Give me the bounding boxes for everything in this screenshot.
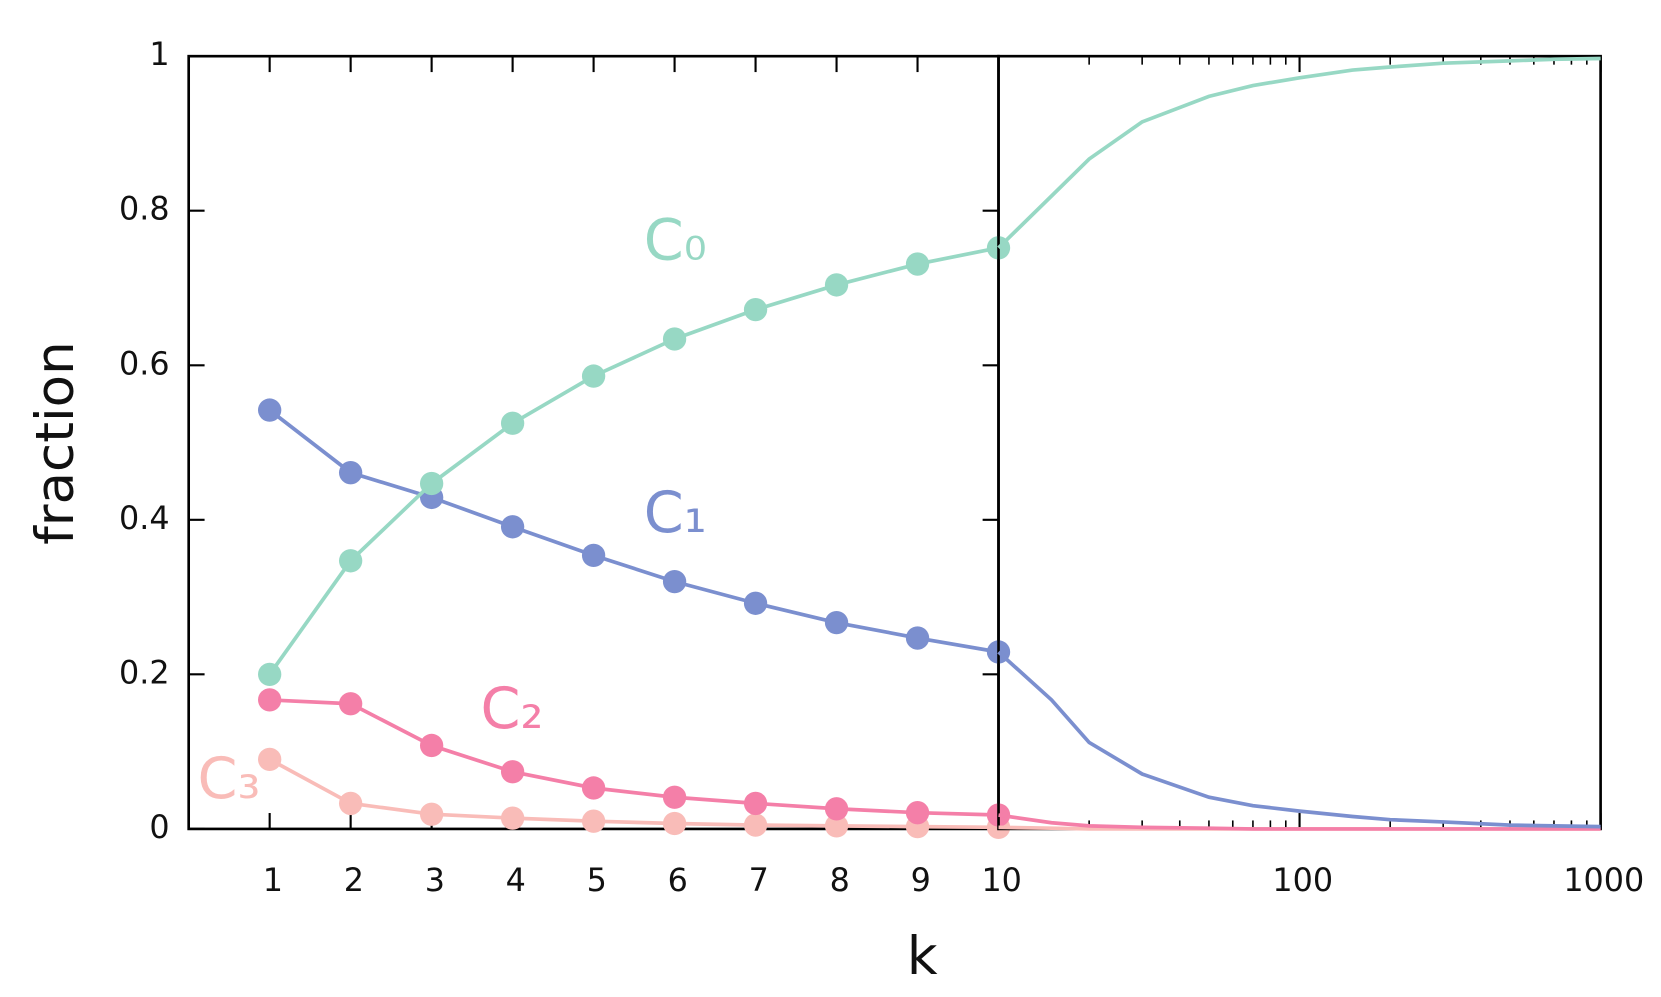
marker <box>662 785 687 809</box>
series-line <box>268 757 999 830</box>
marker <box>905 801 930 825</box>
marker <box>824 610 849 635</box>
marker <box>743 813 768 837</box>
marker <box>258 662 282 687</box>
series-label: C₂ <box>481 676 544 742</box>
x-tick-label: 6 <box>668 862 688 899</box>
marker <box>258 398 282 422</box>
marker <box>824 273 849 297</box>
marker <box>824 797 849 821</box>
y-tick-label: 0.4 <box>119 500 170 537</box>
series-label: C₃ <box>197 746 260 812</box>
x-tick-label: 7 <box>749 862 769 899</box>
marker <box>581 776 606 800</box>
series-label: C₁ <box>644 480 707 546</box>
marker <box>338 461 363 485</box>
marker <box>824 814 849 838</box>
marker <box>500 515 525 539</box>
x-tick-label: 5 <box>587 862 607 899</box>
series-line <box>268 408 999 654</box>
marker <box>338 692 363 716</box>
plot-frame <box>997 54 1602 831</box>
y-tick-label: 0.6 <box>119 345 170 382</box>
marker <box>338 549 363 573</box>
marker <box>338 791 363 816</box>
marker <box>581 543 606 568</box>
marker <box>419 802 444 826</box>
y-tick-label: 1 <box>149 36 169 73</box>
y-tick-label: 0 <box>149 809 169 846</box>
marker <box>662 811 687 836</box>
x-tick-label: 100 <box>1272 862 1333 899</box>
marker <box>905 252 930 276</box>
x-tick-label: 2 <box>344 862 364 899</box>
series-line <box>269 698 999 817</box>
marker <box>500 760 525 784</box>
marker <box>743 297 768 322</box>
x-tick-label: 1000 <box>1563 862 1644 899</box>
marker <box>743 591 768 615</box>
x-tick-label: 10 <box>981 862 1021 899</box>
series-line <box>997 56 1601 250</box>
x-tick-label: 8 <box>830 862 850 899</box>
marker <box>662 327 687 351</box>
series-line <box>998 813 1601 831</box>
x-tick-label: 3 <box>425 862 445 899</box>
marker <box>581 364 606 388</box>
marker <box>500 411 525 435</box>
y-tick-label: 0.8 <box>119 191 170 228</box>
marker <box>419 471 444 496</box>
marker <box>258 747 282 772</box>
marker <box>258 688 282 712</box>
marker <box>500 806 525 830</box>
series-line <box>268 246 999 676</box>
x-tick-label: 4 <box>506 862 526 899</box>
series-line <box>997 650 1601 829</box>
marker <box>905 626 930 650</box>
marker <box>581 809 606 833</box>
marker <box>419 733 444 758</box>
series-label: C₀ <box>644 207 707 273</box>
marker <box>743 791 768 816</box>
x-axis-label: k <box>907 926 938 987</box>
plot: k fraction 0 0.2 0.4 0.6 0.8 1 1 2 3 4 5 6 7 8 9 10 C₃ C₂… <box>25 36 1644 987</box>
y-axis-label: fraction <box>25 341 86 545</box>
x-tick-label: 1 <box>263 862 283 899</box>
y-tick-label: 0.2 <box>119 654 170 691</box>
x-tick-label: 9 <box>911 862 931 899</box>
marker <box>662 569 687 594</box>
